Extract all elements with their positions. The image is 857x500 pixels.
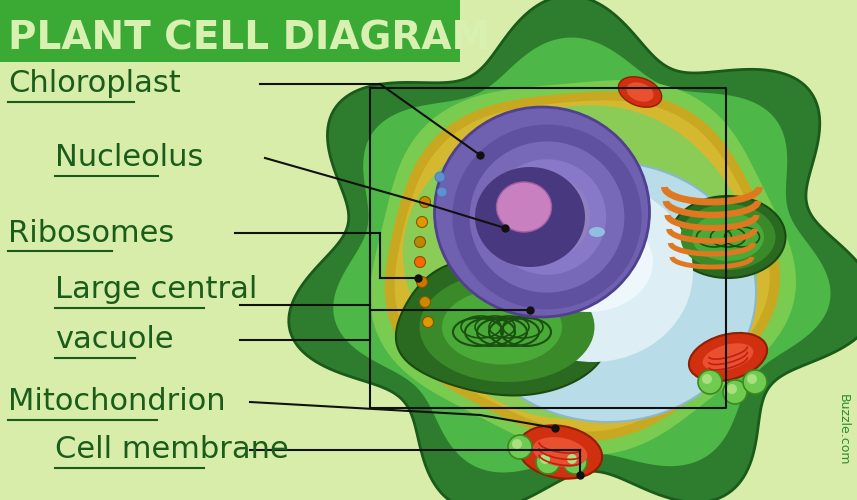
Circle shape <box>540 454 550 464</box>
Text: PLANT CELL DIAGRAM: PLANT CELL DIAGRAM <box>8 19 490 57</box>
Ellipse shape <box>442 290 562 364</box>
Text: Chloroplast: Chloroplast <box>8 70 181 98</box>
Circle shape <box>415 256 425 268</box>
Ellipse shape <box>692 213 764 261</box>
Circle shape <box>698 370 722 394</box>
Text: vacuole: vacuole <box>55 326 174 354</box>
Polygon shape <box>395 100 770 431</box>
Circle shape <box>417 276 428 287</box>
Polygon shape <box>289 0 857 500</box>
Ellipse shape <box>496 182 552 232</box>
Ellipse shape <box>689 333 767 381</box>
Ellipse shape <box>533 437 587 467</box>
Circle shape <box>415 236 425 248</box>
Text: Large central: Large central <box>55 276 257 304</box>
Polygon shape <box>385 92 780 441</box>
Ellipse shape <box>518 426 602 478</box>
Circle shape <box>423 316 434 328</box>
Circle shape <box>419 296 430 308</box>
Ellipse shape <box>670 196 786 278</box>
Polygon shape <box>460 162 756 422</box>
Text: Mitochondrion: Mitochondrion <box>8 388 225 416</box>
Ellipse shape <box>589 227 605 237</box>
Ellipse shape <box>618 77 662 107</box>
Text: Ribosomes: Ribosomes <box>8 218 174 248</box>
Ellipse shape <box>488 159 606 275</box>
Text: Cell membrane: Cell membrane <box>55 436 289 464</box>
Polygon shape <box>403 105 757 419</box>
Circle shape <box>417 216 428 228</box>
Circle shape <box>536 450 560 474</box>
Ellipse shape <box>626 82 654 102</box>
Text: Nucleolus: Nucleolus <box>55 144 203 172</box>
Ellipse shape <box>523 212 653 312</box>
Ellipse shape <box>419 272 595 382</box>
Ellipse shape <box>475 167 585 267</box>
Ellipse shape <box>470 142 625 292</box>
Circle shape <box>747 374 757 384</box>
Circle shape <box>437 187 447 197</box>
Ellipse shape <box>434 107 650 317</box>
Circle shape <box>723 380 747 404</box>
Circle shape <box>727 384 737 394</box>
FancyBboxPatch shape <box>0 0 460 62</box>
Ellipse shape <box>504 175 590 259</box>
Ellipse shape <box>517 188 577 246</box>
Circle shape <box>567 454 577 464</box>
Circle shape <box>743 370 767 394</box>
Ellipse shape <box>493 182 693 362</box>
Circle shape <box>702 374 712 384</box>
Ellipse shape <box>452 124 642 310</box>
Circle shape <box>512 439 522 449</box>
Polygon shape <box>370 80 796 455</box>
Circle shape <box>508 435 532 459</box>
Ellipse shape <box>680 204 776 270</box>
Circle shape <box>435 172 445 182</box>
Ellipse shape <box>703 344 753 370</box>
Circle shape <box>419 196 430 207</box>
Text: Buzzle.com: Buzzle.com <box>837 394 850 466</box>
Polygon shape <box>396 258 608 396</box>
Circle shape <box>563 450 587 474</box>
Polygon shape <box>333 38 830 472</box>
